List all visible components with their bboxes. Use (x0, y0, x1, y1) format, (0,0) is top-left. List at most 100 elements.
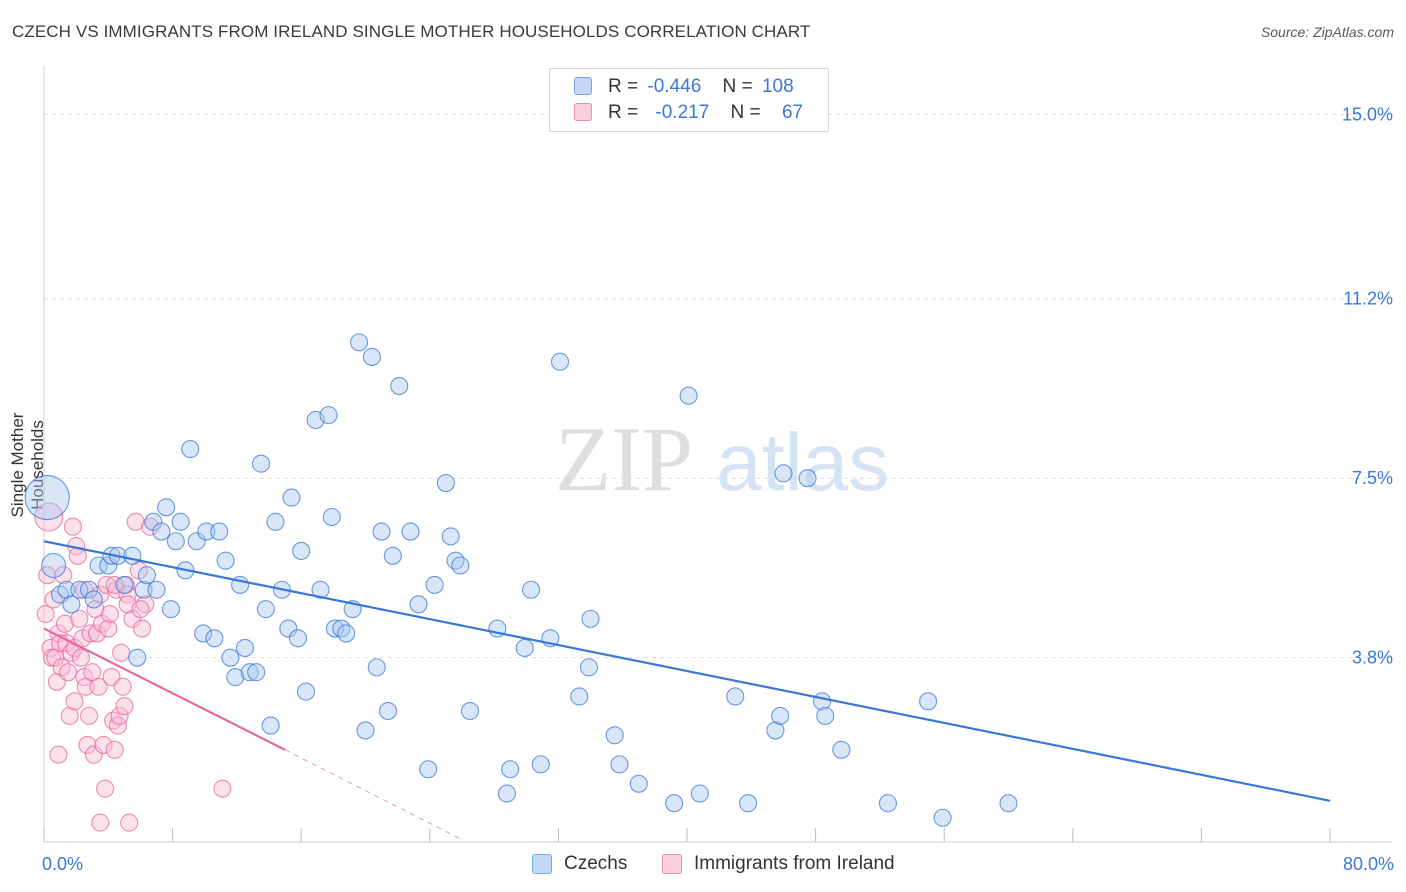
data-point (999, 794, 1018, 813)
data-point (54, 566, 73, 585)
data-point (378, 701, 398, 721)
data-point (774, 464, 793, 483)
data-point (133, 619, 152, 638)
data-point (261, 716, 280, 735)
data-point (629, 774, 648, 793)
y-tick-label: 15.0% (1342, 104, 1393, 124)
data-point (581, 609, 600, 628)
data-point (441, 527, 460, 546)
data-point (99, 619, 118, 638)
data-point (933, 808, 952, 827)
bottom-legend-swatch-ireland (662, 854, 682, 874)
legend-swatch-ireland (574, 103, 592, 121)
data-point (816, 706, 835, 725)
data-point (55, 614, 74, 633)
data-point (166, 532, 185, 551)
data-point (292, 541, 311, 561)
data-point (197, 522, 216, 541)
data-point (726, 687, 745, 706)
data-point (279, 619, 298, 638)
data-point (319, 406, 338, 425)
data-point (152, 522, 171, 541)
data-point (62, 643, 81, 662)
data-point (96, 779, 115, 798)
data-point (36, 604, 55, 624)
data-point (105, 740, 124, 759)
data-point (266, 512, 285, 531)
series-czechs-points (24, 333, 1018, 827)
data-point (131, 600, 150, 619)
data-point (75, 580, 94, 599)
data-point (460, 701, 480, 721)
data-point (123, 546, 142, 565)
data-point (221, 648, 240, 667)
y-tick-labels: 3.8% 7.5% 11.2% 15.0% (1342, 104, 1393, 667)
data-point (41, 552, 67, 579)
data-point (288, 629, 308, 648)
data-point (49, 745, 68, 764)
data-point (71, 648, 91, 667)
data-point (282, 488, 301, 507)
y-tick-label: 7.5% (1352, 468, 1393, 488)
trend-lines (43, 540, 1331, 841)
data-point (878, 794, 897, 813)
data-point (99, 556, 118, 575)
data-point (161, 600, 181, 619)
correlation-legend: R = -0.446 N = 108 R = -0.217 N = 67 (549, 68, 829, 132)
data-point (235, 638, 254, 658)
data-point (110, 706, 129, 725)
data-point (100, 604, 119, 624)
data-point (87, 624, 107, 643)
data-point (311, 580, 330, 599)
y-tick-label: 3.8% (1352, 648, 1393, 668)
data-point (194, 624, 213, 643)
data-point (60, 706, 79, 725)
data-point (137, 566, 156, 585)
gridlines (44, 113, 1392, 659)
data-point (531, 755, 550, 774)
y-tick-label: 11.2% (1343, 289, 1393, 309)
data-point (157, 498, 176, 517)
data-point (610, 755, 629, 774)
data-point (296, 682, 316, 701)
data-point (419, 760, 438, 779)
bottom-legend-label-ireland: Immigrants from Ireland (694, 853, 895, 874)
data-point (522, 580, 541, 599)
data-point (401, 522, 420, 541)
data-point (390, 376, 409, 396)
data-point (367, 658, 386, 677)
data-point (141, 517, 160, 536)
data-point (70, 609, 89, 628)
legend-text-czechs: R = -0.446 N = 108 (608, 76, 794, 97)
data-point (126, 512, 145, 531)
data-point (362, 347, 381, 366)
data-point (739, 794, 758, 813)
data-point (63, 517, 82, 536)
data-point (409, 595, 428, 614)
data-point (216, 551, 235, 570)
data-point (84, 745, 103, 764)
data-point (497, 784, 517, 803)
data-point (89, 556, 108, 575)
data-point (771, 706, 790, 725)
data-point (256, 600, 275, 619)
data-point (213, 779, 232, 798)
data-point (451, 556, 470, 575)
data-point (501, 760, 520, 779)
data-point (251, 454, 271, 473)
x-tick-labels: 0.0% 80.0% (42, 854, 1394, 874)
data-point (79, 706, 99, 725)
data-point (383, 546, 402, 565)
data-point (515, 638, 534, 658)
data-point (70, 580, 89, 599)
chart-source: Source: ZipAtlas.com (1260, 24, 1394, 40)
data-point (94, 735, 113, 755)
data-point (350, 333, 369, 352)
data-point (112, 643, 131, 662)
data-point (24, 475, 70, 521)
data-point (128, 648, 147, 667)
data-point (247, 663, 266, 682)
data-point (425, 575, 444, 594)
data-point (322, 507, 341, 527)
